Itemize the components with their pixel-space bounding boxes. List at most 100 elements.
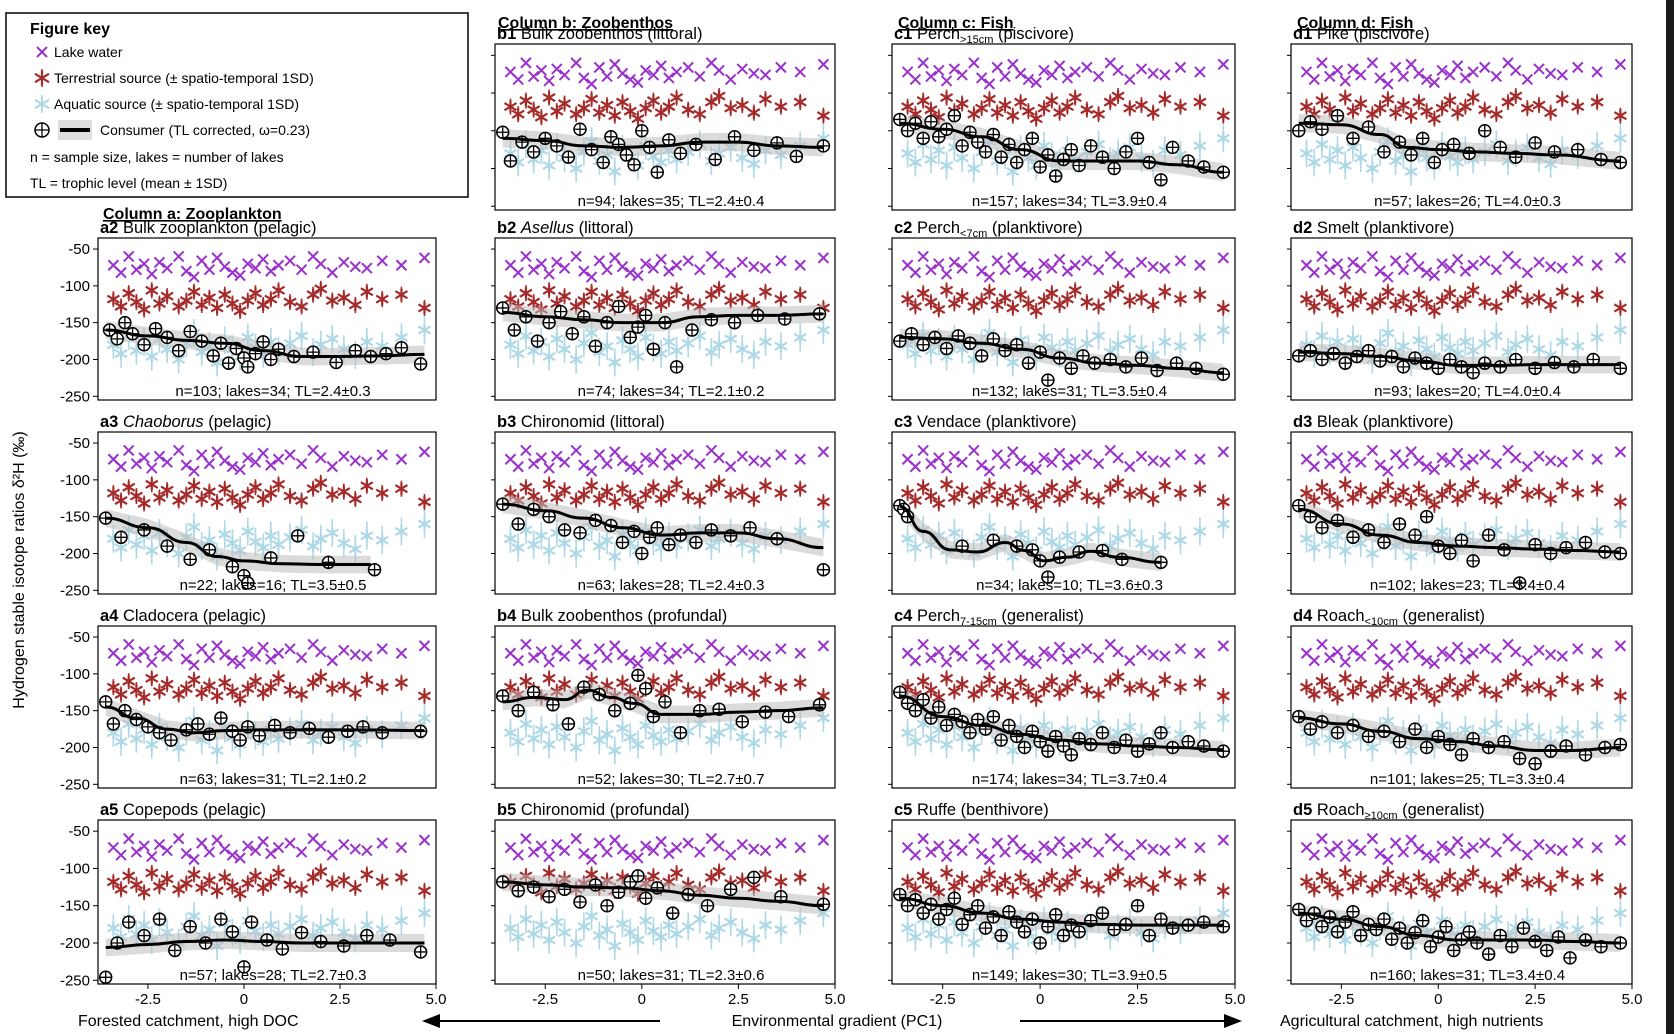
y-tick-label: -100 — [60, 860, 90, 877]
lake-water-point — [130, 457, 143, 470]
panel-c1: c1 Perch>15cm (piscivore) n=157; lakes=34… — [888, 25, 1236, 211]
column-heading-a: Column a: Zooplankton — [103, 206, 282, 223]
lake-water-point — [234, 463, 246, 476]
consumer-point — [689, 535, 703, 550]
terrestrial-point — [248, 479, 263, 496]
aquatic-point — [417, 316, 432, 345]
figure-key: Figure key Lake water Terrestrial source … — [5, 12, 469, 198]
lake-water-point — [153, 450, 166, 463]
terrestrial-point — [394, 674, 408, 691]
panel-c4: c4 Perch7-15cm (generalist) n=174; lakes=… — [888, 607, 1236, 789]
consumer-point — [978, 921, 993, 935]
x-tick-label: 5.0 — [426, 991, 447, 1008]
consumer-point — [413, 945, 428, 959]
lake-water-point — [272, 259, 285, 271]
y-tick-label: -250 — [60, 776, 90, 793]
panel-name: Pike (piscivore) — [1317, 25, 1430, 43]
key-item: TL = trophic level (mean ± 1SD) — [30, 175, 227, 191]
consumer-point — [495, 689, 510, 703]
x-tick-label: 0 — [1036, 991, 1044, 1008]
aquatic-point-glyph — [348, 737, 362, 750]
terrestrial-point — [152, 683, 167, 700]
panel-code: b5 — [497, 801, 521, 819]
consumer-point — [816, 562, 831, 577]
terrestrial-point — [152, 295, 167, 312]
consumer-point — [650, 165, 665, 180]
aquatic-point — [375, 526, 389, 555]
x-tick-label: 0 — [240, 991, 248, 1008]
consumer-point — [507, 323, 522, 337]
consumer-point — [932, 700, 946, 714]
y-tick-label: -50 — [68, 241, 90, 258]
consumer-point — [275, 942, 290, 956]
consumer-point — [1095, 726, 1110, 740]
terrestrial-point-glyph — [114, 300, 128, 313]
panel-name-suffix: (piscivore) — [993, 25, 1074, 43]
panel-title: b4 Bulk zoobenthos (profundal) — [497, 607, 727, 625]
terrestrial-point-glyph — [314, 670, 328, 683]
terrestrial-point — [271, 670, 286, 687]
lake-water-point — [272, 647, 285, 659]
consumer-point — [978, 145, 993, 159]
consumer-point — [511, 703, 525, 718]
consumer-point — [1017, 925, 1032, 939]
key-consumer-icon-plus — [35, 123, 49, 137]
terrestrial-point-glyph — [195, 299, 209, 312]
lake-water-point — [180, 459, 193, 471]
aquatic-point-glyph — [241, 525, 255, 538]
panel-name: Chironomid (profundal) — [521, 801, 690, 819]
y-tick-label: -250 — [60, 388, 90, 405]
aquatic-point-glyph — [256, 541, 270, 554]
terrestrial-point-glyph — [145, 478, 159, 491]
terrestrial-point — [218, 286, 232, 303]
column-heading-b: Column b: Zoobenthos — [498, 15, 673, 32]
y-tick-label: -100 — [60, 278, 90, 295]
consumer-point — [573, 526, 587, 540]
consumer-point — [561, 150, 576, 164]
terrestrial-point — [160, 676, 174, 693]
lake-water-point — [115, 460, 127, 473]
terrestrial-point — [137, 301, 151, 318]
y-axis-title: Hydrogen stable isotope ratios δ²H (‰) — [11, 431, 28, 708]
panel-stats: n=34; lakes=10; TL=3.6±0.3 — [976, 577, 1163, 594]
consumer-point — [244, 915, 259, 929]
consumer-point — [1377, 145, 1391, 159]
lake-water-point — [219, 261, 231, 273]
lake-water-point — [138, 452, 150, 464]
terrestrial-point-glyph — [210, 689, 224, 702]
terrestrial-point — [337, 483, 351, 500]
terrestrial-point-glyph — [241, 488, 255, 501]
trend-line — [105, 516, 371, 567]
terrestrial-point-glyph — [129, 490, 143, 503]
terrestrial-point-glyph — [106, 681, 120, 694]
consumer-point-plus — [222, 357, 235, 370]
panel-stats: n=174; lakes=34; TL=3.7±0.4 — [972, 771, 1167, 788]
terrestrial-point — [114, 492, 128, 509]
panel-stats: n=63; lakes=28; TL=2.4±0.3 — [578, 577, 765, 594]
consumer-point — [673, 146, 688, 161]
lake-water-point — [219, 455, 231, 467]
lake-water-point — [234, 269, 246, 282]
trend-line — [105, 328, 425, 359]
lake-water-point — [315, 452, 327, 464]
terrestrial-point — [179, 486, 193, 503]
lake-water-point — [203, 651, 216, 664]
consumer-point — [137, 928, 151, 943]
terrestrial-point — [283, 488, 297, 505]
terrestrial-point — [179, 680, 193, 697]
aquatic-point — [145, 730, 159, 759]
consumer-point — [708, 152, 722, 167]
aquatic-point-glyph — [360, 335, 374, 348]
consumer-point — [1041, 744, 1055, 758]
panel-a2: a2 Bulk zooplankton (pelagic) -50 -100 -150… — [60, 219, 437, 405]
consumer-point — [148, 321, 163, 336]
terrestrial-point — [122, 285, 136, 302]
aquatic-point-glyph — [417, 518, 432, 531]
terrestrial-point-glyph — [195, 493, 209, 506]
terrestrial-point-glyph — [375, 681, 389, 694]
panel-b5: b5 Chironomid (profundal) -2.5 0 2.5 5.0 n=50… — [491, 801, 845, 1008]
consumer-point — [994, 733, 1008, 747]
lake-water-point — [172, 250, 185, 263]
terrestrial-point-glyph — [114, 688, 128, 701]
panel-name-suffix: (pelagic) — [204, 413, 272, 431]
